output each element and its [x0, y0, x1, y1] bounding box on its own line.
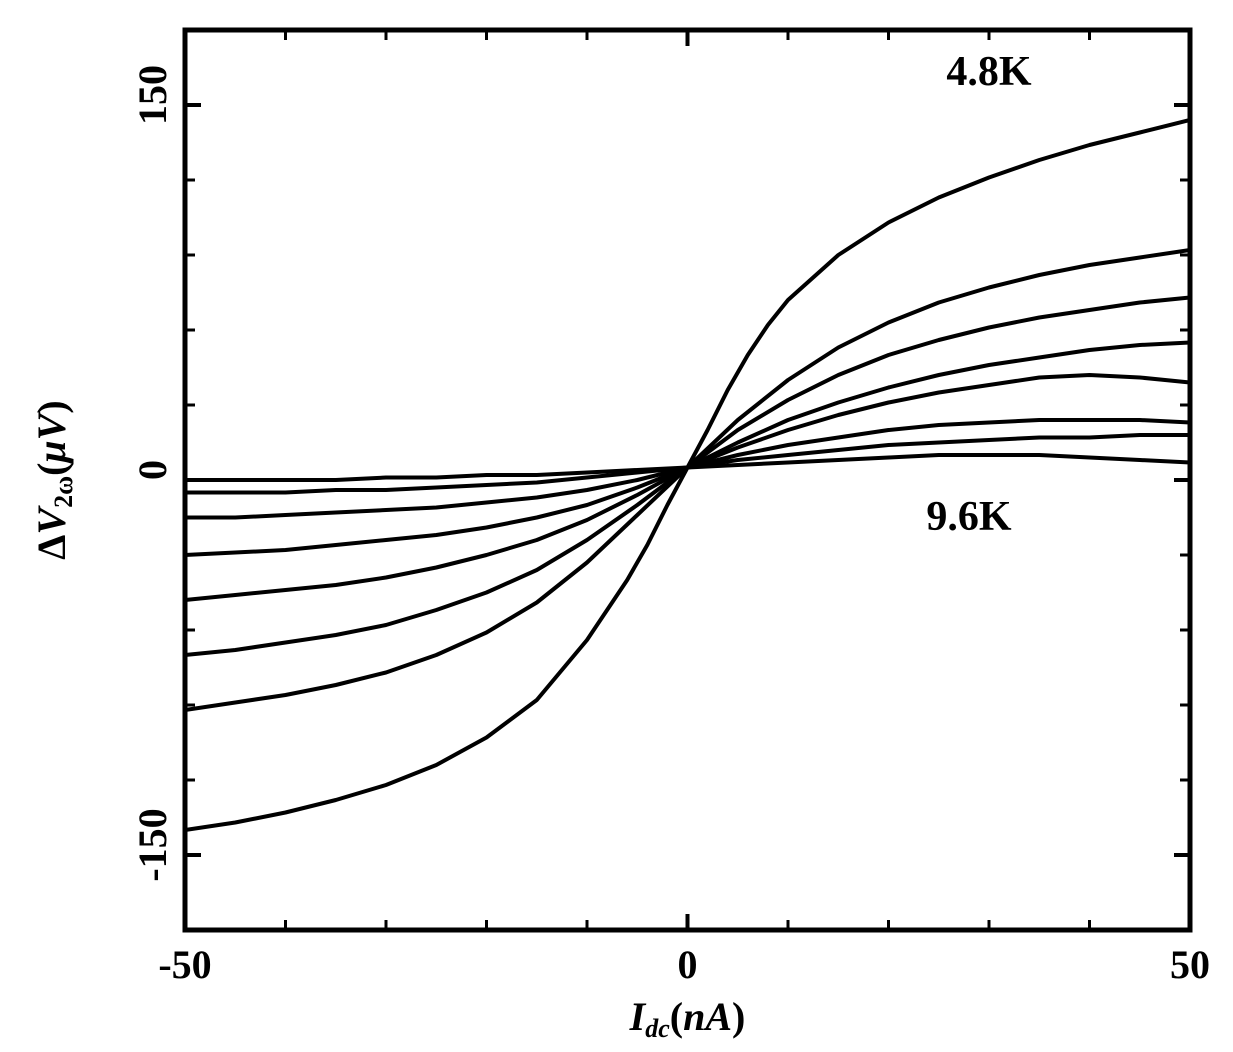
- x-tick-label: 50: [1170, 942, 1210, 987]
- x-tick-label: 0: [678, 942, 698, 987]
- annotation: 4.8K: [946, 49, 1032, 95]
- y-tick-label: 0: [130, 460, 175, 480]
- y-tick-label: 150: [130, 65, 175, 125]
- y-tick-label: -150: [130, 808, 175, 881]
- x-tick-label: -50: [158, 942, 211, 987]
- line-chart: -50050-1500150Idc(nA)ΔV2ω(μV)4.8K9.6K: [0, 0, 1233, 1052]
- annotation: 9.6K: [926, 494, 1012, 540]
- chart-container: -50050-1500150Idc(nA)ΔV2ω(μV)4.8K9.6K: [0, 0, 1233, 1052]
